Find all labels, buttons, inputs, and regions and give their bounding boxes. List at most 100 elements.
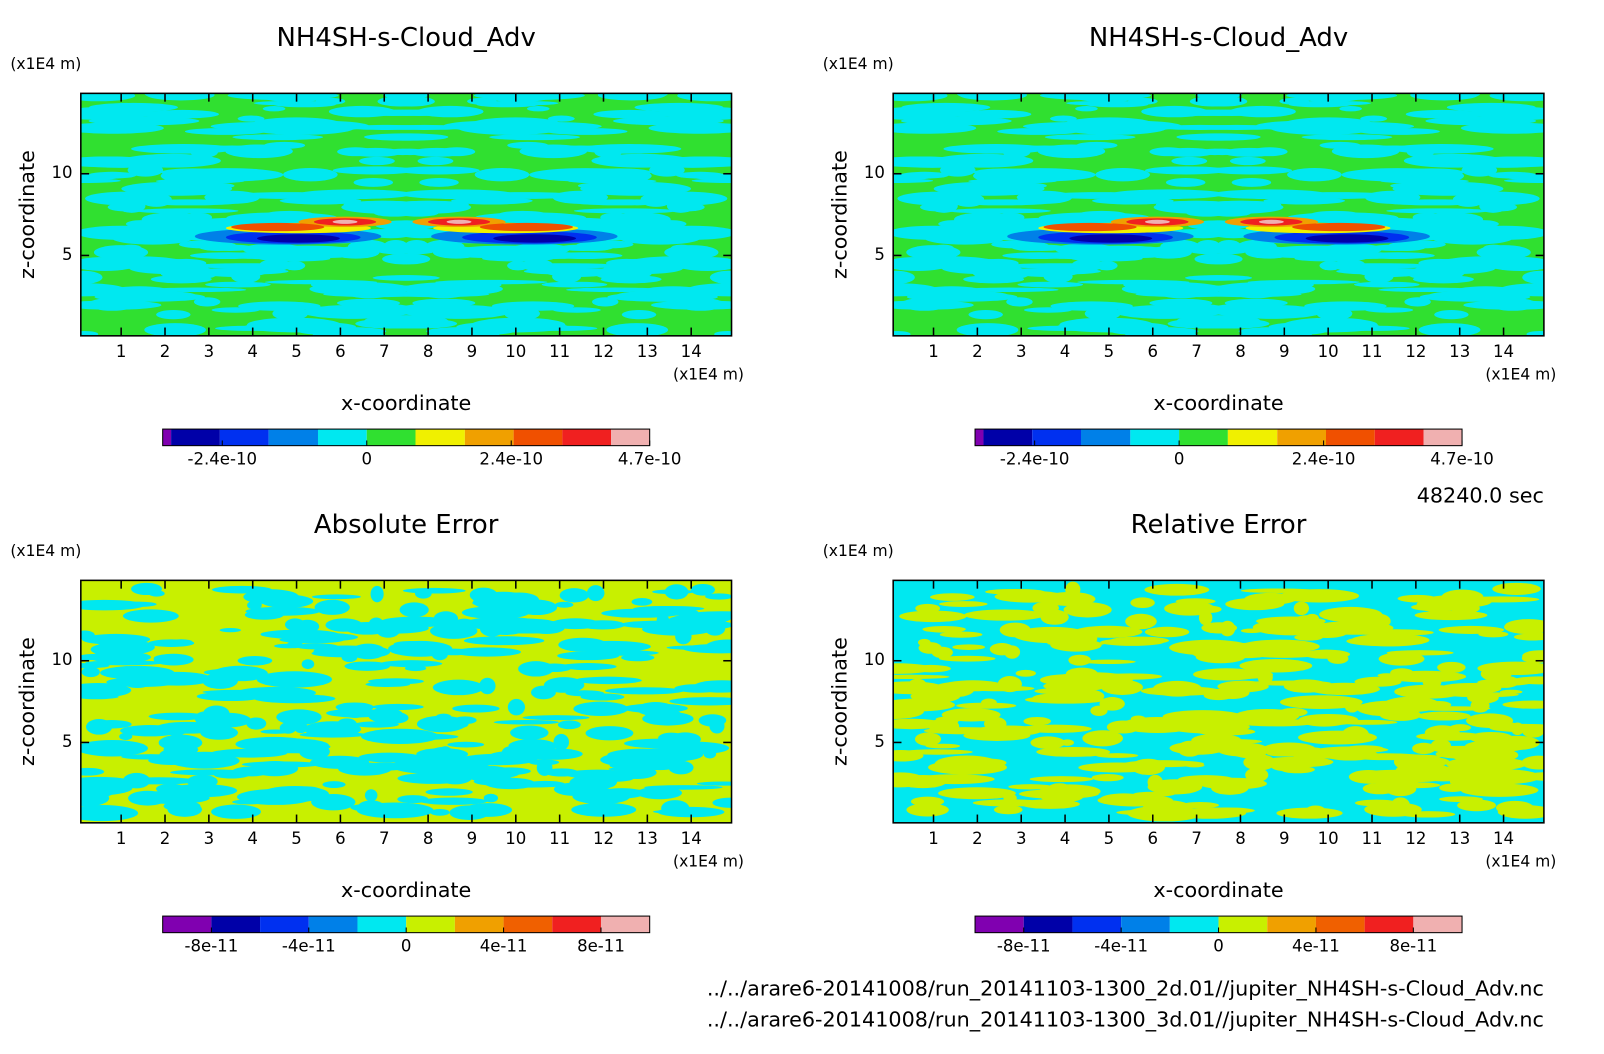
contour-fill	[80, 331, 99, 336]
contour-fill	[672, 245, 698, 253]
colorbar-segment	[366, 429, 416, 446]
contour-fill	[499, 210, 547, 217]
contour-fill	[682, 643, 732, 654]
contour-fill	[1494, 735, 1540, 750]
plot-frame	[80, 579, 733, 824]
contour-fill	[1027, 632, 1048, 642]
colorbar-tick-label: 2.4e-10	[479, 450, 543, 469]
colorbar-segment	[162, 916, 212, 933]
contour-fill	[930, 593, 975, 601]
contour-fill	[1099, 793, 1148, 805]
contour-fill	[621, 310, 657, 320]
contour-fill	[1477, 661, 1544, 676]
contour-fill	[913, 774, 995, 785]
contour-fill	[388, 640, 453, 657]
contour-fill	[565, 641, 645, 653]
contour-fill	[1010, 241, 1050, 252]
contour-fill	[479, 222, 574, 232]
contour-fill	[80, 653, 127, 661]
contour-fill	[337, 147, 374, 157]
contour-fill	[1522, 650, 1544, 662]
contour-fill	[900, 171, 949, 179]
x-tick-label: 12	[593, 829, 614, 848]
x-unit: (x1E4 m)	[1485, 366, 1556, 384]
contour-fill	[600, 275, 662, 284]
contour-fill	[397, 772, 470, 784]
contour-fill	[555, 601, 574, 608]
contour-fill	[564, 769, 632, 779]
colorbar-segment	[503, 916, 553, 933]
contour-fill	[1099, 697, 1125, 711]
contour-fill	[80, 122, 164, 134]
contour-fill	[1162, 710, 1243, 723]
contour-fill	[1439, 783, 1466, 792]
contour-fill	[453, 647, 521, 657]
contour-fill	[88, 171, 137, 179]
contour-fill	[573, 701, 629, 716]
contour-fill	[337, 298, 401, 308]
contour-fill	[1200, 253, 1243, 265]
contour-fill	[328, 105, 396, 118]
x-tick-label: 5	[291, 829, 302, 848]
contour-fill	[1488, 171, 1537, 179]
contour-fill	[893, 331, 911, 336]
contour-fill	[1327, 653, 1349, 664]
colorbar-segment	[1364, 916, 1414, 933]
colorbar-segment	[562, 429, 612, 446]
contour-fill	[1216, 742, 1269, 757]
contour-fill	[1095, 167, 1150, 182]
contour-fill	[1478, 631, 1509, 638]
colorbar-segment	[552, 916, 601, 933]
contour-fill	[697, 781, 732, 786]
contour-fill	[420, 286, 467, 299]
x-tick-label: 7	[379, 829, 390, 848]
x-tick-label: 4	[247, 342, 258, 361]
contour-fill	[1123, 760, 1204, 768]
x-tick-label: 3	[1016, 829, 1027, 848]
contour-fill	[1204, 93, 1243, 100]
contour-fill	[1499, 689, 1523, 695]
contour-fill	[1268, 321, 1381, 333]
contour-fill	[541, 281, 608, 288]
contour-fill	[489, 750, 551, 761]
contour-fill	[1095, 753, 1139, 758]
contour-fill	[1437, 661, 1466, 673]
contour-fill	[938, 787, 1016, 800]
x-tick-label: 4	[1060, 829, 1071, 848]
contour-fill	[1133, 791, 1175, 797]
contour-fill	[193, 297, 221, 307]
contour-fill	[432, 679, 484, 696]
contour-fill	[412, 298, 476, 308]
contour-fill	[985, 588, 1045, 595]
contour-fill	[1015, 669, 1036, 677]
contour-fill	[231, 270, 261, 283]
contour-fill	[1263, 197, 1346, 205]
contour-fill	[211, 804, 261, 819]
contour-fill	[447, 741, 485, 748]
colorbar-tick-label: -8e-11	[997, 937, 1051, 956]
contour-fill	[508, 739, 557, 753]
contour-fill	[1047, 641, 1106, 646]
contour-fill	[1149, 147, 1187, 157]
x-tick-label: 8	[1235, 342, 1246, 361]
panel: NH4SH-s-Cloud_Adv (x1E4 m) (x1E4 m) x-coord…	[10, 23, 744, 469]
colorbar-frame	[974, 428, 1463, 447]
contour-fill	[1477, 678, 1533, 686]
contour-fill	[197, 241, 238, 252]
contour-fill	[1487, 256, 1544, 272]
x-tick-label: 5	[1104, 829, 1115, 848]
contour-fill	[1492, 582, 1541, 595]
x-tick-label: 10	[1318, 829, 1339, 848]
y-tick-label: 5	[62, 732, 73, 751]
contour-fill	[155, 721, 220, 734]
contour-fill	[473, 93, 585, 101]
contour-fill	[1291, 747, 1330, 761]
contour-fill	[231, 222, 325, 232]
contour-fill	[332, 219, 358, 224]
contour-fill	[395, 148, 424, 156]
contour-fill	[1404, 297, 1431, 307]
colorbar-tick-label: -8e-11	[184, 937, 238, 956]
contour-fill	[1043, 270, 1073, 283]
contour-fill	[396, 166, 480, 175]
contour-fill	[1184, 133, 1261, 141]
